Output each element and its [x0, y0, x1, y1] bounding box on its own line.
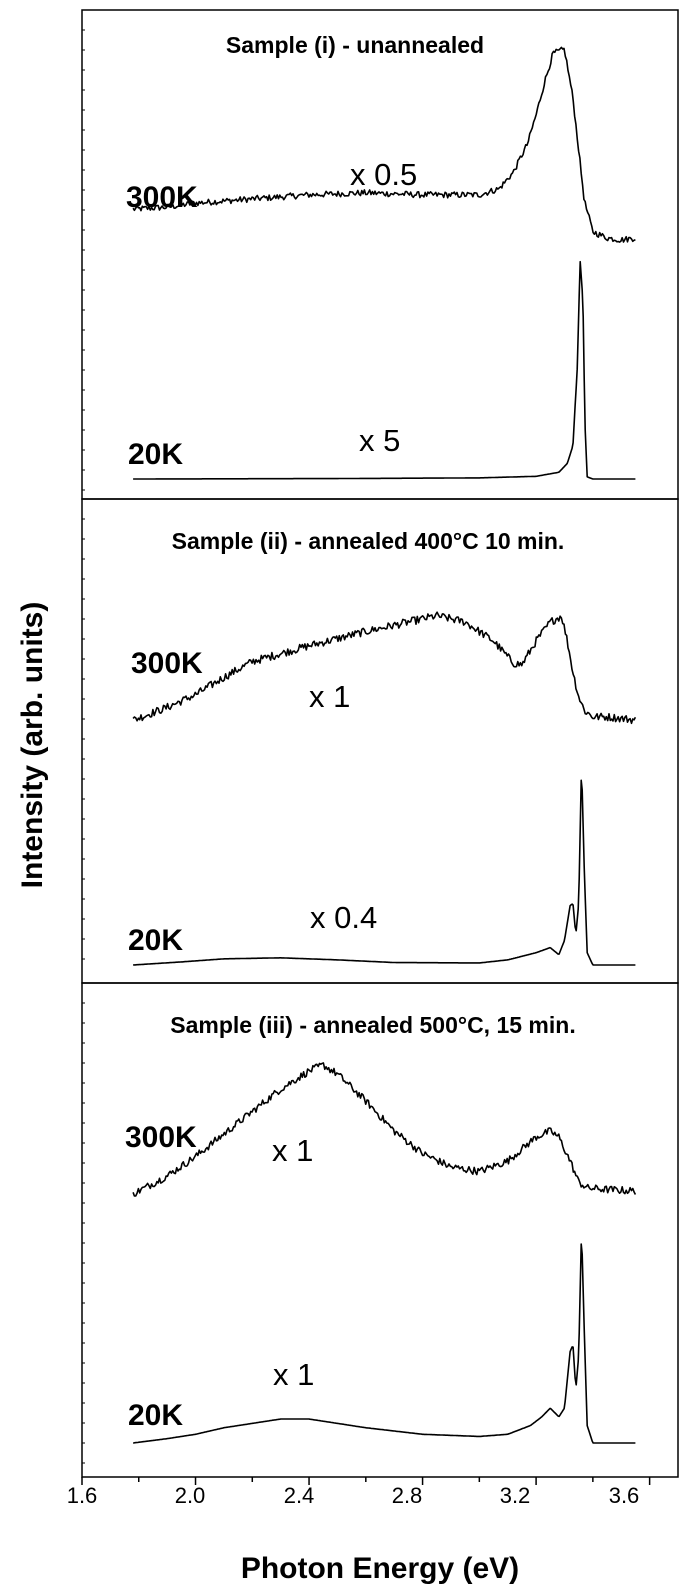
panel-frames	[81, 9, 679, 1478]
axis-ticks	[81, 29, 651, 1485]
x-tick-label-3.2: 3.2	[500, 1483, 531, 1508]
panel-3-300k-scale: x 1	[272, 1133, 313, 1168]
panel-2-frame	[81, 498, 679, 984]
panel-2-300k-scale: x 1	[309, 679, 350, 714]
panel-3-title: Sample (iii) - annealed 500°C, 15 min.	[170, 1012, 575, 1038]
panel-2-300k-label: 300K	[131, 647, 203, 680]
panel-1-300k-scale: x 0.5	[350, 157, 417, 192]
panel-1-300k-trace	[132, 46, 636, 243]
panel-3-20k-label: 20K	[128, 1399, 183, 1432]
panel-2-20k-scale: x 0.4	[310, 900, 377, 935]
panel-1-300k-label: 300K	[126, 181, 198, 214]
panel-1-20k-label: 20K	[128, 438, 183, 471]
x-tick-label-2.4: 2.4	[284, 1483, 315, 1508]
x-tick-label-1.6: 1.6	[67, 1483, 98, 1508]
panel-3-20k-scale: x 1	[273, 1357, 314, 1392]
panel-3-300k-trace	[132, 1062, 637, 1197]
panel-3-frame	[81, 982, 679, 1478]
panel-3-20k-trace	[133, 1243, 636, 1444]
y-axis-title: Intensity (arb. units)	[16, 602, 49, 889]
panel-2-title: Sample (ii) - annealed 400°C 10 min.	[172, 528, 565, 554]
x-axis-title: Photon Energy (eV)	[241, 1552, 519, 1585]
panel-2-300k-trace	[132, 611, 637, 725]
panel-2-20k-label: 20K	[128, 924, 183, 957]
panel-1-title: Sample (i) - unannealed	[226, 32, 484, 58]
x-tick-label-2.8: 2.8	[392, 1483, 423, 1508]
panel-3-300k-label: 300K	[125, 1121, 197, 1154]
panel-1-20k-scale: x 5	[359, 423, 400, 458]
panel-2-20k-trace	[133, 779, 636, 966]
spectra-traces	[132, 46, 637, 1444]
x-tick-label-2.0: 2.0	[175, 1483, 206, 1508]
x-tick-label-3.6: 3.6	[609, 1483, 640, 1508]
panel-1-20k-trace	[133, 260, 636, 480]
